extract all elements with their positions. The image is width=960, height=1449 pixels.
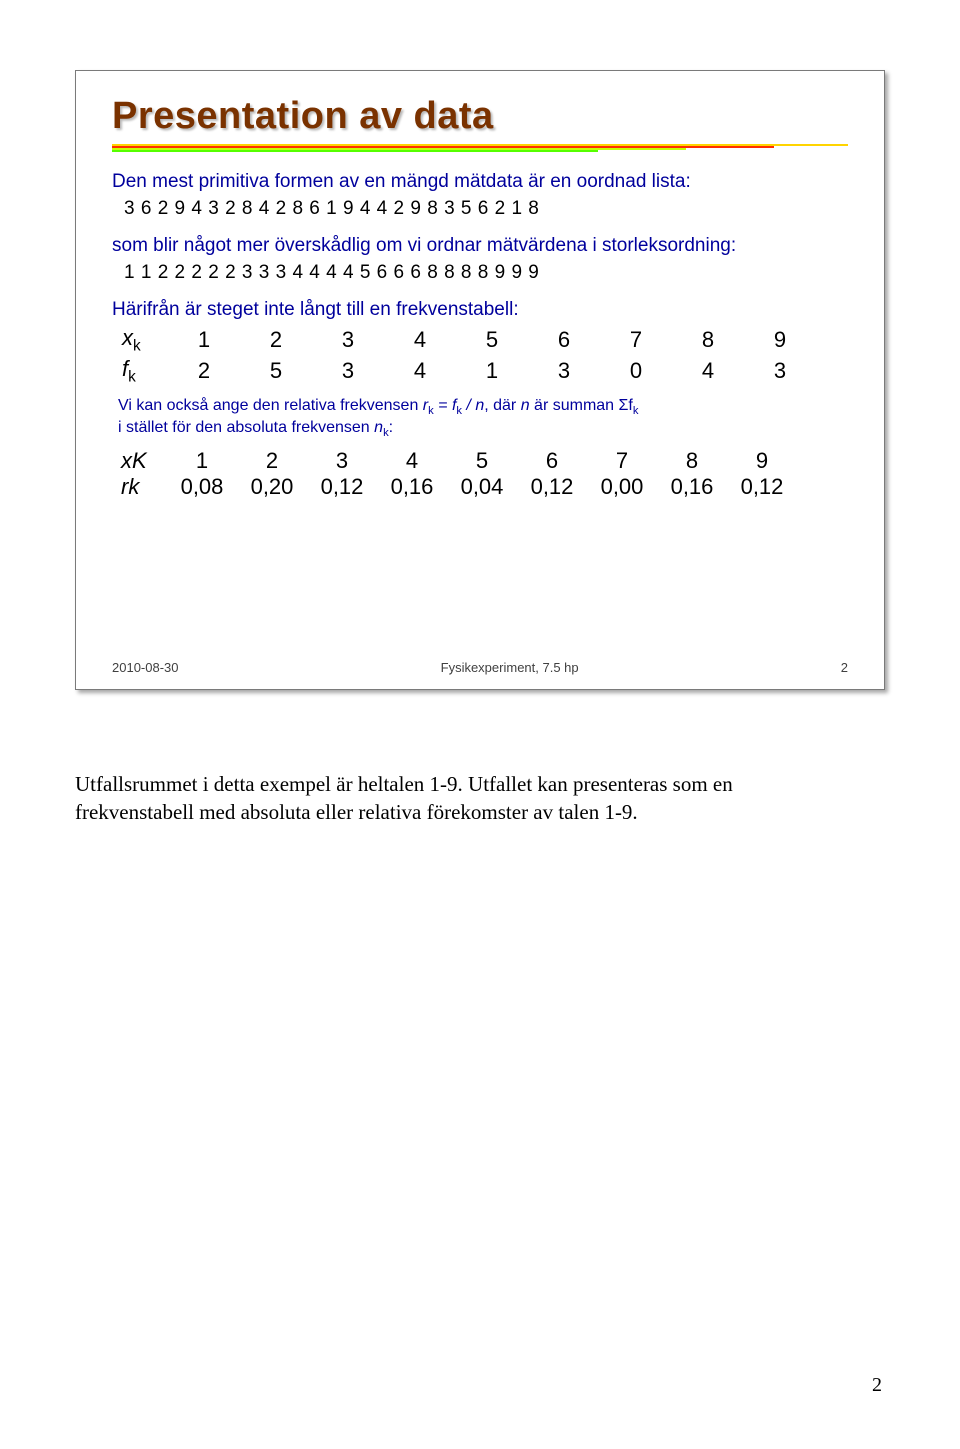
slide-title: Presentation av data <box>112 95 848 138</box>
cell: 4 <box>672 356 744 386</box>
freq-table: xk123456789 fk253413043 <box>118 325 816 386</box>
cell: 8 <box>672 325 744 355</box>
sorted-sequence: 1 1 2 2 2 2 2 3 3 3 4 4 4 4 5 6 6 6 8 8 … <box>124 262 848 284</box>
cell: 0,20 <box>237 474 307 500</box>
page: Presentation av data Den mest primitiva … <box>0 0 960 1449</box>
cell: 1 <box>167 448 237 474</box>
title-underline <box>112 144 848 152</box>
rule-line <box>112 150 598 152</box>
cell: 3 <box>744 356 816 386</box>
cell: 0,16 <box>377 474 447 500</box>
row-label: xK <box>118 448 167 474</box>
sub-k3: k <box>633 405 639 417</box>
sorted-intro: som blir något mer överskådlig om vi ord… <box>112 234 848 258</box>
rel-freq-table: xK123456789 rk0,080,200,120,160,040,120,… <box>118 448 797 500</box>
cell: 6 <box>517 448 587 474</box>
text: : <box>389 419 393 436</box>
cell: 7 <box>600 325 672 355</box>
cell: 4 <box>384 356 456 386</box>
cell: 0,16 <box>657 474 727 500</box>
cell: 1 <box>168 325 240 355</box>
eq-f: = f <box>434 397 457 414</box>
cell: 0,08 <box>167 474 237 500</box>
text: i stället för den absoluta frekvensen <box>118 419 374 436</box>
table-row: fk253413043 <box>118 356 816 386</box>
table-row: xK123456789 <box>118 448 797 474</box>
cell: 4 <box>384 325 456 355</box>
table-row: rk0,080,200,120,160,040,120,000,160,12 <box>118 474 797 500</box>
row-label: rk <box>118 474 167 500</box>
var-n2: n <box>374 419 383 436</box>
footer-date: 2010-08-30 <box>112 660 179 675</box>
cell: 7 <box>587 448 657 474</box>
cell: 3 <box>312 325 384 355</box>
caption-text: Utfallsrummet i detta exempel är heltale… <box>75 770 885 827</box>
cell: 8 <box>657 448 727 474</box>
cell: 2 <box>168 356 240 386</box>
text: , där <box>484 397 520 414</box>
relative-note: Vi kan också ange den relativa frekvense… <box>118 396 848 440</box>
slide-inner: Presentation av data Den mest primitiva … <box>112 95 848 671</box>
cell: 0 <box>600 356 672 386</box>
cell: 0,12 <box>517 474 587 500</box>
row-label: xk <box>118 325 168 355</box>
slide-footer: 2010-08-30 Fysikexperiment, 7.5 hp 2 <box>112 660 848 675</box>
text: Vi kan också ange den relativa frekvense… <box>118 397 423 414</box>
cell: 4 <box>377 448 447 474</box>
cell: 0,04 <box>447 474 517 500</box>
cell: 9 <box>727 448 797 474</box>
page-number: 2 <box>872 1374 882 1397</box>
eq-n: / n <box>462 397 484 414</box>
cell: 3 <box>307 448 377 474</box>
cell: 5 <box>456 325 528 355</box>
text: är summan Σf <box>530 397 633 414</box>
intro-text: Den mest primitiva formen av en mängd mä… <box>112 170 848 194</box>
slide-frame: Presentation av data Den mest primitiva … <box>75 70 885 690</box>
cell: 0,00 <box>587 474 657 500</box>
ftable-intro: Härifrån är steget inte långt till en fr… <box>112 298 848 322</box>
cell: 5 <box>447 448 517 474</box>
caption-line: Utfallsrummet i detta exempel är heltale… <box>75 770 885 798</box>
cell: 9 <box>744 325 816 355</box>
cell: 2 <box>240 325 312 355</box>
cell: 6 <box>528 325 600 355</box>
footer-slide-num: 2 <box>841 660 848 675</box>
cell: 1 <box>456 356 528 386</box>
cell: 0,12 <box>307 474 377 500</box>
row-label: fk <box>118 356 168 386</box>
cell: 3 <box>312 356 384 386</box>
cell: 3 <box>528 356 600 386</box>
footer-center: Fysikexperiment, 7.5 hp <box>179 660 841 675</box>
caption-line: frekvenstabell med absoluta eller relati… <box>75 798 885 826</box>
cell: 2 <box>237 448 307 474</box>
table-row: xk123456789 <box>118 325 816 355</box>
cell: 5 <box>240 356 312 386</box>
var-n: n <box>521 397 530 414</box>
cell: 0,12 <box>727 474 797 500</box>
raw-sequence: 3 6 2 9 4 3 2 8 4 2 8 6 1 9 4 4 2 9 8 3 … <box>124 198 848 220</box>
